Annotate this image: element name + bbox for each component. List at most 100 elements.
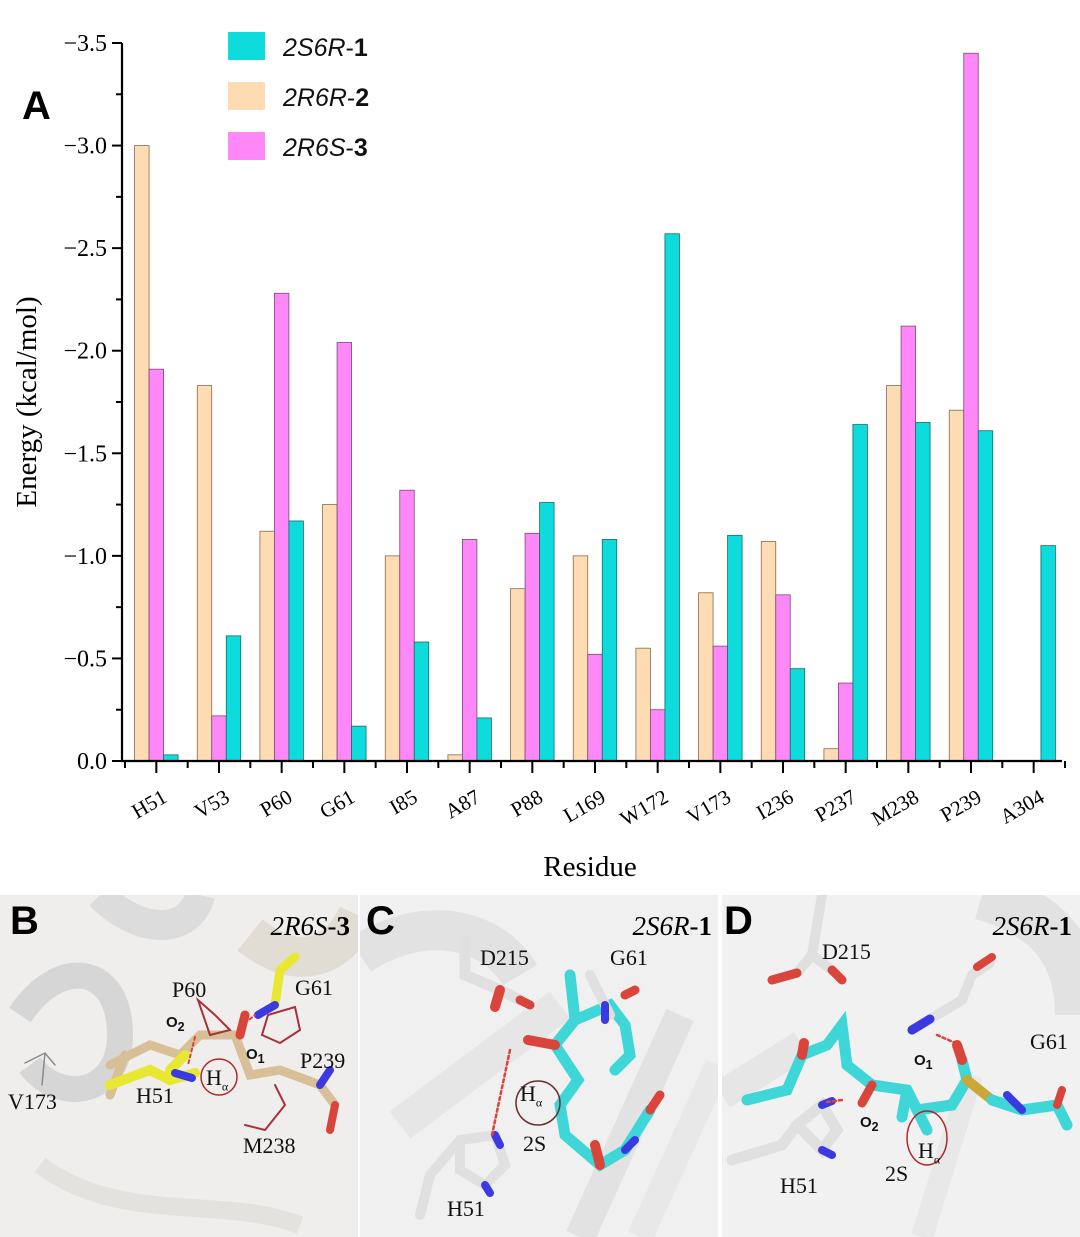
panel-d-title: 2S6R-1 (992, 911, 1073, 941)
bar-2R6S-3-P88 (524, 532, 540, 762)
x-tick-label: L169 (559, 785, 609, 828)
bar-2S6R-1-L169 (601, 539, 618, 762)
bar-2R6S-3-H51 (148, 368, 164, 762)
bar-2R6S-3-A87 (462, 539, 478, 762)
x-tick-label: G61 (316, 785, 359, 824)
bar-2R6S-3-P237 (838, 682, 854, 762)
label-h-text: H (206, 1065, 222, 1090)
bar-2S6R-1-A304 (1040, 545, 1056, 762)
bar-2S6R-1-V53 (225, 635, 242, 762)
bar-2S6R-1-P88 (539, 502, 555, 762)
bar-2S6R-1-G61 (351, 725, 367, 762)
y-tick-label: −0.5 (63, 646, 107, 672)
bar-2R6S-3-P239 (963, 52, 979, 762)
panel-c-title-bold: 1 (698, 911, 713, 941)
bar-2S6R-1-V173 (727, 534, 743, 762)
x-tick-label: I85 (385, 785, 421, 820)
bar-2S6R-1-A87 (476, 717, 492, 762)
legend-label-2R6S-3: 2R6S-3 (282, 134, 368, 162)
panel-label-b: B (10, 899, 39, 943)
bars-layer (134, 52, 1056, 762)
label-h-sub: α (535, 1095, 543, 1110)
x-tick-label: A304 (996, 784, 1049, 828)
legend-label-2R6R-2: 2R6R-2 (282, 84, 369, 112)
y-tick-label: −3.0 (63, 134, 107, 160)
bar-2R6S-3-P60 (274, 292, 290, 762)
panel-b-title-bold: 3 (336, 911, 351, 941)
bar-2S6R-1-P60 (288, 520, 304, 762)
bar-2S6R-1-W172 (664, 233, 680, 762)
y-tick-label: −1.5 (63, 441, 107, 467)
panel-c-title: 2S6R-1 (632, 911, 713, 941)
x-tick-label: P60 (256, 785, 296, 822)
label-p60: P60 (172, 977, 207, 1002)
label-o1: O1 (246, 1047, 265, 1066)
label-o2: O2 (166, 1015, 185, 1034)
label-o1-text: O (246, 1046, 258, 1063)
bar-2R6R-2-P237 (823, 748, 839, 762)
x-tick-label: A87 (441, 785, 484, 824)
y-tick-label: −2.5 (63, 236, 107, 262)
label-h51: H51 (136, 1083, 174, 1108)
panel-d-title-italic: 2S6R (992, 911, 1050, 941)
bar-2S6R-1-I85 (413, 641, 430, 762)
label-h-sub: α (933, 1152, 941, 1167)
label-g61: G61 (1030, 1029, 1068, 1054)
bar-2R6S-3-I236 (775, 594, 791, 762)
label-m238: M238 (243, 1133, 296, 1158)
label-2s: 2S (885, 1161, 909, 1186)
panel-d-structure: D 2S6R-1 D215 G61 O1 O2 Hα 2S H51 (722, 895, 1080, 1237)
label-h-text: H (520, 1081, 536, 1106)
legend-swatch-2S6R-1 (228, 32, 265, 60)
legend: 2S6R-1 2R6R-2 2R6S-3 (228, 32, 369, 162)
bar-2R6R-2-I85 (384, 555, 401, 762)
bar-2R6S-3-V53 (211, 715, 227, 762)
bar-2R6R-2-M238 (886, 385, 902, 762)
bar-2R6R-2-P239 (948, 409, 965, 762)
legend-swatch-2R6R-2 (228, 82, 265, 110)
bar-2R6S-3-L169 (587, 653, 603, 762)
label-h-alpha: Hα (206, 1065, 228, 1093)
panel-b-structure: B 2R6S-3 P60 G61 O2 O1 P239 Hα V173 H51 … (0, 895, 358, 1237)
panel-d-title-bold: 1 (1058, 911, 1073, 941)
x-tick-label: I236 (752, 785, 797, 825)
label-h-alpha: Hα (918, 1138, 941, 1167)
bar-2R6S-3-G61 (336, 342, 352, 762)
x-tick-label: P237 (811, 785, 860, 827)
bar-2R6S-3-W172 (650, 709, 666, 762)
x-tick-label: P88 (507, 785, 547, 822)
bar-2R6S-3-I85 (399, 489, 415, 762)
energy-bar-chart: 0.0 −0.5 −1.0 −1.5 −2.0 −2.5 −3.0 −3.5 H51 V53 P60… (11, 31, 1066, 883)
x-tick-label: M238 (867, 785, 922, 831)
label-h51: H51 (780, 1173, 818, 1198)
label-d215: D215 (822, 939, 871, 964)
x-tick-label: H51 (128, 785, 171, 824)
panel-b-molecule (0, 895, 358, 1237)
panel-label-c: C (366, 899, 395, 943)
panel-label-a: A (22, 84, 51, 128)
bar-2S6R-1-P237 (852, 424, 868, 762)
bar-2R6R-2-P60 (259, 530, 275, 762)
label-h51: H51 (447, 1196, 485, 1221)
bar-2R6R-2-I236 (760, 541, 777, 762)
label-h-text: H (918, 1138, 934, 1163)
label-2s: 2S (523, 1131, 547, 1156)
panel-c-title-italic: 2S6R (632, 911, 690, 941)
y-axis-label: Energy (kcal/mol) (11, 296, 43, 507)
bar-2R6R-2-W172 (635, 647, 651, 762)
panel-b-title: 2R6S-3 (270, 911, 351, 941)
panel-label-d: D (724, 899, 753, 943)
label-o2-sub: 2 (177, 1020, 185, 1034)
x-axis-label: Residue (543, 851, 636, 883)
label-d215: D215 (480, 945, 529, 970)
bar-2R6S-3-M238 (900, 325, 916, 762)
legend-swatch-2R6S-3 (228, 132, 265, 160)
legend-label-2S6R-1: 2S6R-1 (282, 34, 368, 62)
bar-2S6R-1-M238 (915, 422, 931, 762)
x-tick-label: P239 (936, 785, 985, 827)
label-g61: G61 (610, 945, 648, 970)
label-h-alpha: Hα (520, 1081, 543, 1110)
label-o2-text: O (860, 1114, 872, 1131)
bar-2R6R-2-G61 (322, 504, 338, 762)
panel-c-structure: C 2S6R-1 D215 G61 Hα 2S H51 (360, 895, 718, 1237)
